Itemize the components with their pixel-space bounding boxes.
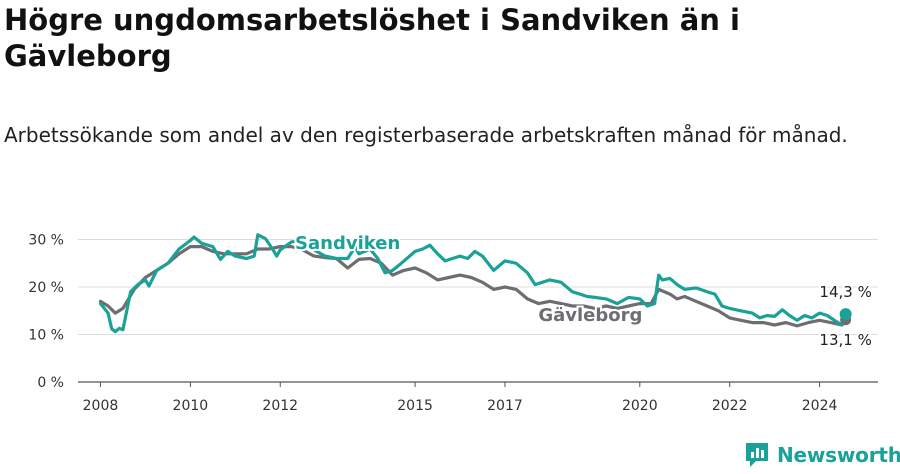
series-label-gavleborg: Gävleborg — [538, 305, 642, 326]
x-tick-label: 2017 — [487, 398, 523, 414]
x-tick-label: 2024 — [802, 398, 838, 414]
y-tick-label: 10 % — [28, 328, 64, 344]
x-tick-label: 2015 — [397, 398, 433, 414]
chart-subtitle: Arbetssökande som andel av den registerb… — [4, 123, 848, 147]
x-tick-label: 2012 — [262, 398, 298, 414]
y-tick-label: 30 % — [28, 233, 64, 249]
end-point-sandviken — [839, 308, 852, 321]
y-tick-label: 20 % — [28, 280, 64, 296]
x-tick-label: 2010 — [173, 398, 209, 414]
series-line-sandviken — [98, 233, 848, 334]
brand[interactable]: Newsworthy — [744, 441, 900, 469]
x-tick-label: 2022 — [712, 398, 748, 414]
brand-name: Newsworthy — [777, 443, 900, 467]
series-line-gavleborg — [98, 245, 848, 328]
x-tick-label: 2020 — [622, 398, 658, 414]
newsworthy-logo-icon — [746, 443, 768, 467]
chart-title: Högre ungdomsarbetslöshet i Sandviken än… — [4, 3, 740, 73]
y-tick-label: 0 % — [37, 375, 64, 391]
end-value-label-gavleborg: 13,1 % — [819, 331, 871, 349]
series-label-sandviken: Sandviken — [295, 233, 400, 254]
x-tick-label: 2008 — [83, 398, 119, 414]
end-value-label-sandviken: 14,3 % — [819, 283, 871, 301]
